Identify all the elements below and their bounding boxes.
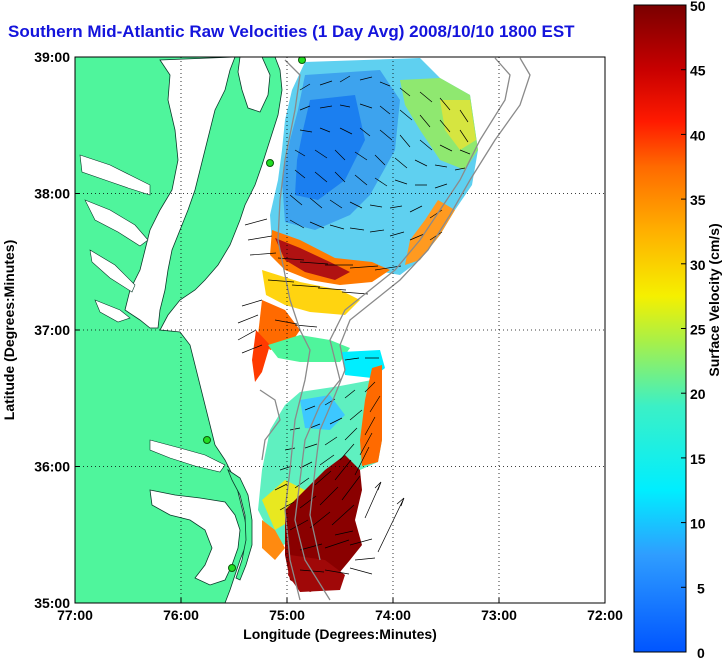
y-axis-label: Latitude (Degrees:Minutes)	[1, 240, 17, 420]
velocity-vectors-north	[237, 75, 471, 354]
x-tick-label: 73:00	[481, 607, 517, 623]
x-axis-ticks: 77:00 76:00 75:00 74:00 73:00 72:00	[57, 607, 623, 623]
colorbar-label: Surface Velocity (cm/s)	[706, 223, 722, 376]
station-marker	[298, 57, 306, 64]
axis-tick-marks	[75, 193, 500, 603]
grid-lines	[75, 57, 605, 603]
y-tick-label: 38:00	[34, 186, 70, 202]
x-tick-label: 76:00	[163, 607, 199, 623]
chart-title: Southern Mid-Atlantic Raw Velocities (1 …	[8, 22, 575, 41]
colorbar-tick-label: 15	[690, 451, 706, 467]
colorbar-tick-label: 5	[697, 580, 705, 596]
colorbar: 50 45 40 35 30 25 20 15 10 5 0 Surface V…	[633, 0, 722, 659]
velocity-vectors-south	[274, 357, 405, 575]
y-tick-label: 36:00	[34, 459, 70, 475]
station-marker	[203, 436, 211, 444]
colorbar-tick-label: 10	[690, 516, 706, 532]
colorbar-tick-label: 25	[690, 322, 706, 338]
map-plot-area	[74, 56, 606, 604]
y-axis-ticks: 39:00 38:00 37:00 36:00 35:00	[34, 49, 70, 611]
radar-stations	[203, 57, 306, 572]
colorbar-tick-label: 40	[690, 127, 706, 143]
station-marker	[228, 564, 236, 572]
colorbar-tick-label: 45	[690, 63, 706, 79]
colorbar-gradient	[633, 4, 687, 653]
colorbar-tick-label: 35	[690, 192, 706, 208]
velocity-field-north	[252, 58, 478, 382]
x-axis-label: Longitude (Degrees:Minutes)	[243, 626, 437, 642]
x-tick-label: 72:00	[587, 607, 623, 623]
x-tick-label: 77:00	[57, 607, 93, 623]
colorbar-tick-label: 20	[690, 386, 706, 402]
colorbar-tick-label: 0	[697, 645, 705, 659]
y-tick-label: 39:00	[34, 49, 70, 65]
x-tick-label: 74:00	[375, 607, 411, 623]
colorbar-tick-label: 30	[690, 257, 706, 273]
y-tick-label: 37:00	[34, 322, 70, 338]
colorbar-tick-label: 50	[690, 0, 706, 14]
velocity-field-south	[258, 350, 385, 592]
land-mass	[75, 57, 283, 603]
x-tick-label: 75:00	[269, 607, 305, 623]
y-tick-label: 35:00	[34, 595, 70, 611]
station-marker	[266, 159, 274, 167]
